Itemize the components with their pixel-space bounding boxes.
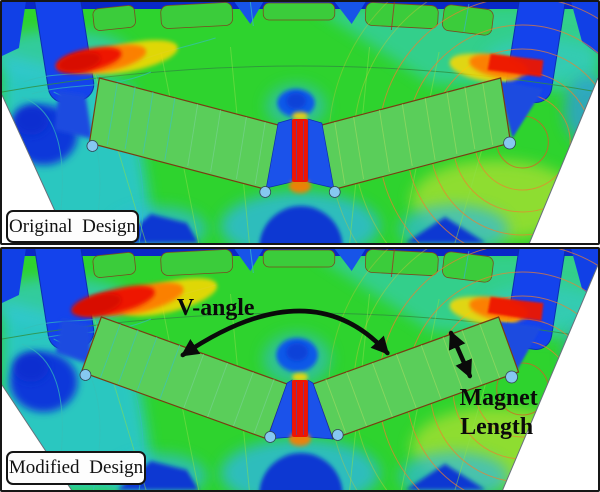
- bridge-hotspot-right: [449, 53, 544, 83]
- bridge-hotspot-left: [55, 40, 178, 74]
- center-bridge: [266, 373, 334, 446]
- magnet-length-label-line1: Magnet: [460, 385, 538, 411]
- center-bridge-hotspot: [292, 119, 308, 182]
- slot-end-notches: [79, 369, 518, 443]
- original-design-label-text: Original Design: [9, 215, 136, 237]
- flux-barrier-left: [55, 319, 92, 365]
- v-angle-arrow: [180, 308, 390, 358]
- fea-plot-original: [2, 2, 598, 243]
- original-design-panel: [0, 0, 600, 245]
- modified-design-label: Modified Design: [6, 451, 146, 485]
- center-bridge-hotspot: [292, 380, 308, 437]
- v-angle-label: V-angle: [177, 295, 255, 321]
- bridge-hotspot-left: [71, 278, 218, 317]
- magnet-length-label-line2: Length: [460, 414, 533, 440]
- magnet-length-annotation: Magnet Length: [448, 330, 538, 440]
- flux-barrier-right: [495, 321, 542, 380]
- original-design-label: Original Design: [6, 210, 139, 243]
- center-bridge: [265, 112, 335, 193]
- v-angle-annotation: V-angle: [177, 295, 390, 358]
- flux-barrier-left: [54, 91, 93, 139]
- flux-barrier-right: [497, 81, 544, 138]
- modified-design-label-text: Modified Design: [8, 457, 144, 478]
- magnet-length-arrow: [448, 330, 473, 379]
- bridge-hotspot-right: [449, 296, 544, 326]
- slot-end-notches: [86, 136, 516, 198]
